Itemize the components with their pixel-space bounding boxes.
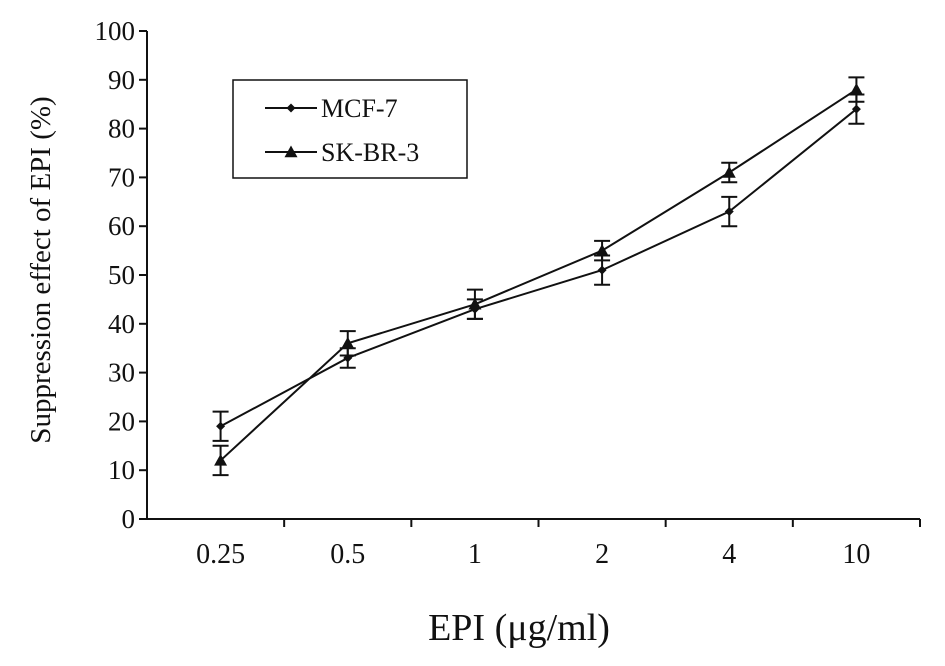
axes: 0 10 20 30 40 50 60 70 80 90 100 0.25 0.5 1 2 4 10	[95, 16, 921, 570]
y-tick-label: 90	[108, 65, 135, 95]
data-point	[214, 453, 228, 466]
data-point	[595, 244, 609, 256]
series-layer	[212, 76, 865, 477]
legend-box	[232, 79, 468, 179]
data-point	[851, 104, 861, 114]
series-line	[220, 108, 858, 428]
legend-marker	[286, 103, 296, 113]
y-tick-label: 60	[108, 211, 135, 241]
x-tick-label: 1	[468, 539, 482, 570]
y-tick-label: 50	[108, 260, 135, 290]
x-tick-label: 0.5	[330, 539, 365, 570]
x-tick-label: 2	[595, 539, 609, 570]
data-point	[724, 207, 734, 217]
y-tick-label: 100	[95, 16, 136, 46]
y-tick-label: 40	[108, 309, 135, 339]
legend-label: SK-BR-3	[321, 138, 419, 167]
y-tick-label: 10	[108, 455, 135, 485]
x-tick-label: 4	[722, 539, 736, 570]
y-axis-title: Suppression effect of EPI (%)	[25, 96, 57, 443]
legend-label: MCF-7	[321, 94, 398, 123]
y-tick-label: 30	[108, 358, 135, 388]
x-tick-label: 10	[842, 539, 870, 570]
data-point	[216, 421, 226, 431]
x-tick-label: 0.25	[196, 539, 245, 570]
y-tick-label: 0	[122, 504, 136, 534]
series-line	[219, 88, 857, 462]
data-point	[722, 166, 736, 178]
data-point	[341, 336, 355, 349]
x-axis-title: EPI (μg/ml)	[428, 607, 610, 649]
series-sk-br-3	[212, 76, 865, 477]
data-point	[468, 297, 482, 310]
data-point	[597, 265, 607, 275]
y-tick-label: 20	[108, 406, 135, 436]
legend-marker	[284, 145, 298, 158]
legend: MCF-7 SK-BR-3	[232, 79, 468, 179]
data-point	[849, 83, 863, 95]
y-tick-label: 80	[108, 114, 135, 144]
y-tick-label: 70	[108, 162, 135, 192]
